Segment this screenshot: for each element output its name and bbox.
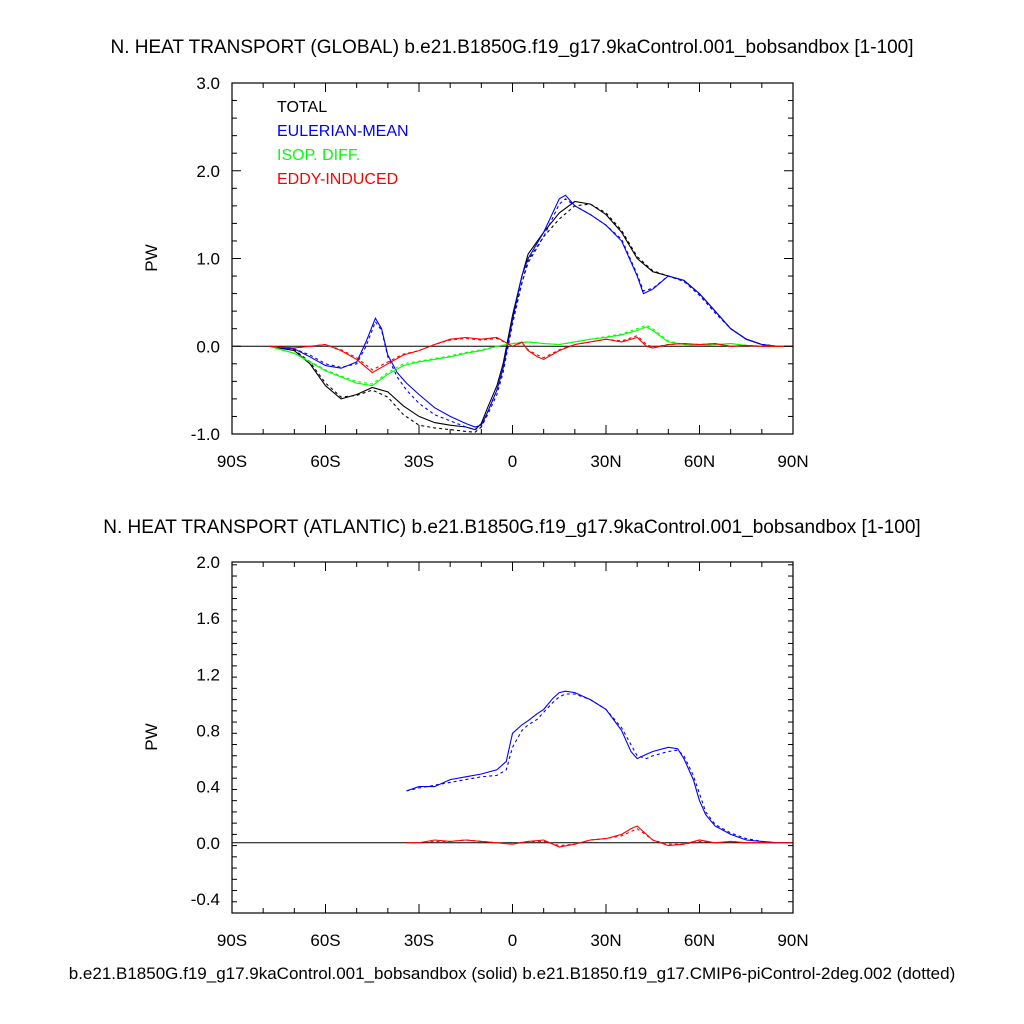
x-tick-label: 0	[508, 931, 517, 950]
legend-total: TOTAL	[277, 99, 327, 116]
y-tick-label: 3.0	[196, 74, 220, 93]
global-legend: TOTAL EULERIAN-MEAN ISOP. DIFF. EDDY-IND…	[277, 99, 409, 188]
y-tick-label: 0.8	[196, 721, 220, 740]
y-tick-label: 0.4	[196, 778, 220, 797]
y-tick-label: 1.2	[196, 665, 220, 684]
y-tick-label: -0.4	[191, 890, 220, 909]
series-line-eddy-induced	[269, 336, 793, 374]
series-line-total-dotted	[269, 203, 793, 433]
series-line-isop-diff	[269, 326, 793, 387]
x-tick-label: 60S	[310, 452, 340, 471]
global-title: N. HEAT TRANSPORT (GLOBAL) b.e21.B1850G.…	[110, 37, 913, 58]
y-tick-label: 0.0	[196, 337, 220, 356]
legend-eddy-induced: EDDY-INDUCED	[277, 171, 398, 188]
x-tick-label: 90N	[777, 452, 808, 471]
x-tick-label: 30N	[590, 452, 621, 471]
x-tick-label: 90S	[217, 931, 247, 950]
series-line-blue-dotted	[406, 693, 793, 844]
x-tick-label: 90N	[777, 931, 808, 950]
y-tick-label: -1.0	[191, 425, 220, 444]
series-line-total	[269, 200, 793, 431]
x-tick-label: 60N	[684, 931, 715, 950]
y-tick-label: 0.0	[196, 834, 220, 853]
global-ylabel: PW	[142, 244, 161, 271]
series-line-eulerian-mean	[269, 194, 793, 428]
x-tick-label: 60S	[310, 931, 340, 950]
atlantic-title: N. HEAT TRANSPORT (ATLANTIC) b.e21.B1850…	[103, 517, 920, 538]
x-tick-label: 90S	[217, 452, 247, 471]
y-tick-label: 1.6	[196, 609, 220, 628]
atlantic-panel: N. HEAT TRANSPORT (ATLANTIC) b.e21.B1850…	[69, 517, 956, 983]
y-tick-label: 1.0	[196, 250, 220, 269]
legend-eulerian-mean: EULERIAN-MEAN	[277, 123, 409, 140]
atlantic-ylabel: PW	[142, 723, 161, 750]
series-line-eddy-induced-dotted	[269, 335, 793, 371]
x-tick-label: 60N	[684, 452, 715, 471]
series-line-blue-solid	[406, 690, 793, 844]
global-panel: N. HEAT TRANSPORT (GLOBAL) b.e21.B1850G.…	[110, 37, 913, 471]
legend-isop-diff: ISOP. DIFF.	[277, 147, 360, 164]
x-tick-label: 30N	[590, 931, 621, 950]
series-line-eulerian-mean-dotted	[269, 198, 793, 431]
figure-footer: b.e21.B1850G.f19_g17.9kaControl.001_bobs…	[69, 964, 956, 983]
x-tick-label: 0	[508, 452, 517, 471]
x-tick-label: 30S	[404, 452, 434, 471]
series-line-isop-diff-dotted	[269, 324, 793, 385]
global-plot-frame	[231, 82, 794, 435]
y-tick-label: 2.0	[196, 162, 220, 181]
atlantic-plot-frame	[231, 561, 794, 914]
series-line-red-dotted	[406, 828, 793, 847]
x-tick-label: 30S	[404, 931, 434, 950]
y-tick-label: 2.0	[196, 553, 220, 572]
